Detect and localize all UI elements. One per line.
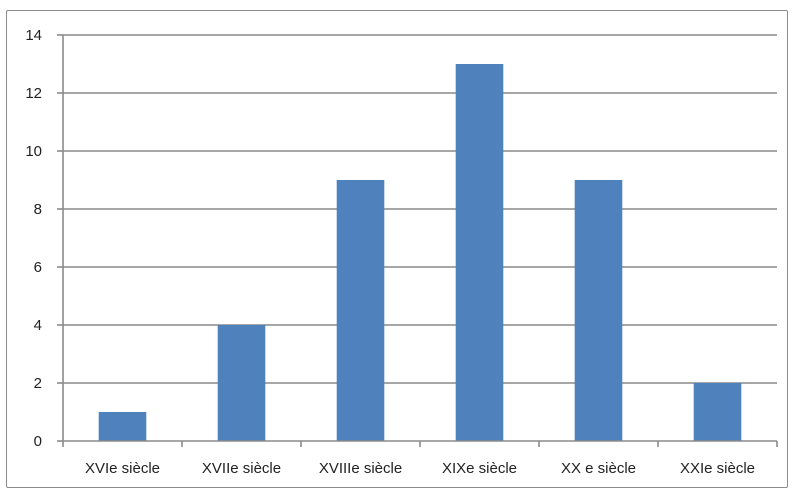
y-tick-label: 2 [34, 375, 42, 392]
x-axis: XVIe siècle XVIIe siècle XVIIIe siècle XIXe… [62, 440, 778, 477]
x-tick-label: XXIe siècle [680, 460, 755, 477]
bars [98, 64, 742, 441]
bar-2 [217, 325, 266, 441]
bar-1 [98, 412, 147, 441]
chart-frame [6, 10, 788, 488]
x-tick-label: XVIe siècle [85, 460, 160, 477]
bar-4 [455, 64, 504, 441]
y-tick-label: 8 [34, 201, 42, 218]
y-tick-label: 0 [34, 433, 42, 450]
y-tick-label: 12 [25, 85, 42, 102]
x-tick-label: XX e siècle [561, 460, 636, 477]
y-axis: 0 2 4 6 8 10 12 14 [25, 27, 64, 450]
y-tick-label: 10 [25, 143, 42, 160]
x-tick-label: XIXe siècle [442, 460, 517, 477]
x-tick-label: XVIIIe siècle [319, 460, 402, 477]
y-tick-label: 14 [25, 27, 42, 44]
x-tick-label: XVIIe siècle [202, 460, 281, 477]
bar-3 [336, 180, 385, 441]
gridlines [63, 34, 777, 384]
bar-5 [574, 180, 623, 441]
bar-6 [693, 383, 742, 441]
y-tick-label: 6 [34, 259, 42, 276]
y-tick-label: 4 [34, 317, 42, 334]
